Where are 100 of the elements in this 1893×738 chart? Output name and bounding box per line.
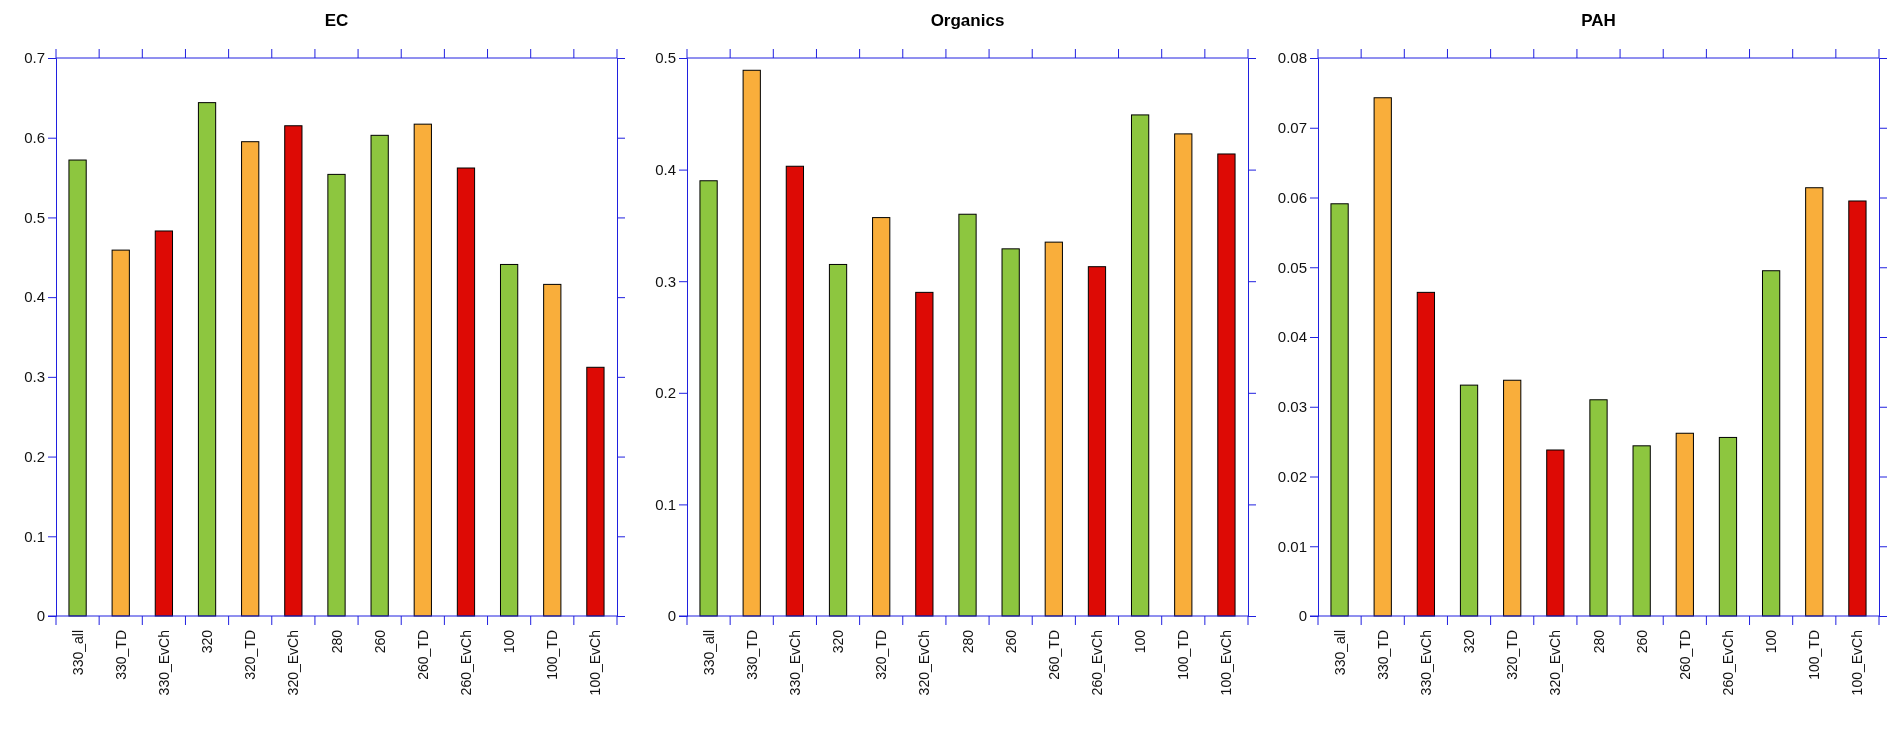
y-tick-label: 0.05 [1277,258,1307,276]
x-tick-label: 100_TD [1175,630,1192,680]
x-tick-label: 320 [830,629,847,654]
bar [543,283,562,617]
x-tick-label: 100 [1132,629,1149,654]
x-tick-label: 320_EvCh [285,630,302,696]
y-tick-label: 0.03 [1277,398,1307,416]
x-tick-label: 320 [199,629,216,654]
bar [1675,432,1694,617]
x-tick-label: 100_TD [1806,630,1823,680]
y-tick-label: 0.02 [1277,467,1307,485]
x-tick-label: 330_EvCh [1417,630,1434,696]
x-tick-label: 100_EvCh [587,630,604,696]
x-tick-label: 280 [328,629,345,654]
x-tick-label: 320 [1461,629,1478,654]
bar [1087,266,1107,617]
x-tick-label: 330_TD [112,630,129,680]
x-tick-label: 330_all [1331,630,1348,676]
y-tick-label: 0.7 [24,49,45,67]
bar [586,366,605,617]
bar [456,167,476,617]
x-tick-label: 260 [1002,629,1019,654]
chart-title: EC [324,11,349,30]
bar [1459,384,1479,617]
y-tick-label: 0.08 [1277,49,1307,67]
x-tick-label: 260 [371,629,388,654]
y-tick-label: 0.5 [655,49,676,67]
x-tick-label: 330_EvCh [155,630,172,696]
y-tick-label: 0.5 [24,208,45,226]
bar [958,213,977,617]
bar [327,173,346,617]
y-tick-label: 0.6 [24,129,45,147]
bar [1001,248,1020,617]
y-tick-label: 0.06 [1277,188,1307,206]
x-tick-label: 100_EvCh [1218,630,1235,696]
bar [154,230,174,617]
bar [872,217,891,617]
y-tick-label: 0 [667,607,676,625]
x-tick-label: 260_TD [1045,630,1062,680]
bar [413,123,432,617]
y-tick-label: 0 [36,607,45,625]
x-tick-label: 320_TD [873,630,890,680]
y-tick-label: 0.2 [24,447,45,465]
x-tick-label: 260_TD [1676,630,1693,680]
x-tick-label: 280 [959,629,976,654]
bar [1217,153,1236,617]
bar [1718,436,1738,617]
bar [1174,133,1193,617]
bar [197,102,217,617]
x-tick-label: 260_TD [414,630,431,680]
x-tick-label: 330_all [700,630,717,676]
x-tick-label: 330_TD [1374,630,1391,680]
y-tick-label: 0.1 [24,527,45,545]
y-tick-label: 0.4 [24,288,45,306]
bar [915,291,934,617]
x-tick-label: 320_TD [242,630,259,680]
bar [1044,241,1063,617]
chart-title: Organics [930,11,1005,30]
y-tick-label: 0.1 [655,495,676,513]
y-tick-label: 0.01 [1277,537,1307,555]
bar [1589,399,1608,617]
x-tick-label: 260_EvCh [1719,630,1736,696]
bar [1761,270,1781,617]
x-tick-label: 330_all [69,630,86,676]
x-tick-label: 330_EvCh [786,630,803,696]
bar [370,134,389,617]
bar [111,249,130,617]
x-tick-label: 260_EvCh [457,630,474,696]
y-tick-label: 0.4 [655,160,676,178]
x-tick-label: 100 [1763,629,1780,654]
bar [1632,445,1651,617]
bar [1503,379,1522,617]
bar [1848,200,1867,617]
x-tick-label: 100_TD [544,630,561,680]
bar [1546,449,1565,617]
bar [828,263,848,617]
x-tick-label: 320_TD [1504,630,1521,680]
bar [1805,187,1824,617]
bar [241,141,260,617]
bar [68,159,87,617]
x-tick-label: 320_EvCh [916,630,933,696]
y-tick-label: 0.2 [655,384,676,402]
bar [284,125,303,617]
x-tick-label: 260_EvCh [1088,630,1105,696]
bar [699,180,718,617]
y-tick-label: 0.3 [24,368,45,386]
x-tick-label: 330_TD [743,630,760,680]
y-tick-label: 0.04 [1277,328,1307,346]
bar [1330,203,1349,617]
x-tick-label: 260 [1633,629,1650,654]
bar [1130,114,1150,617]
bar [1416,291,1436,617]
y-tick-label: 0.07 [1277,119,1307,137]
x-tick-label: 100 [501,629,518,654]
bar [742,69,761,617]
y-tick-label: 0 [1298,607,1307,625]
bar [785,165,805,617]
chart-title: PAH [1581,11,1616,30]
bar [499,263,519,617]
bar [1373,97,1392,617]
